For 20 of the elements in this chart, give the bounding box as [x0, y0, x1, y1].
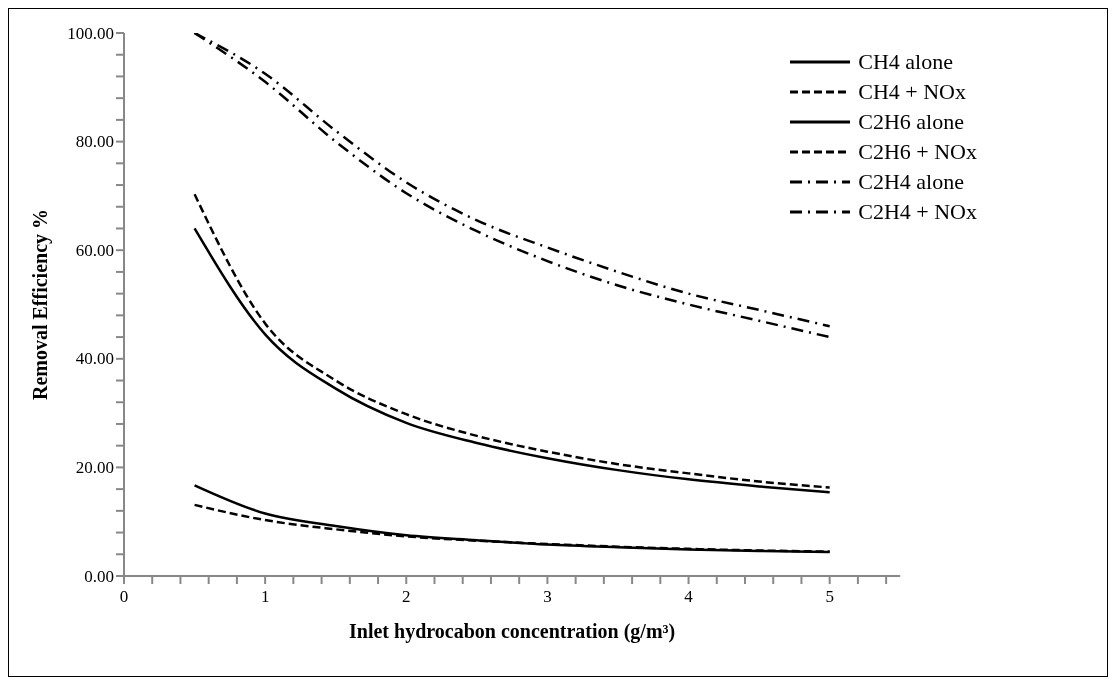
x-tick-label: 1	[260, 587, 270, 607]
y-tick-label: 80.00	[75, 132, 114, 152]
y-tick-label: 60.00	[75, 240, 114, 260]
y-tick-label: 100.00	[67, 23, 114, 43]
y-tick-label: 20.00	[75, 457, 114, 477]
y-axis-title: Removal Efficiency %	[29, 208, 52, 401]
x-tick-label: 4	[684, 587, 694, 607]
legend-label: C2H6 alone	[858, 108, 964, 136]
legend-label: CH4 + NOx	[858, 78, 966, 106]
x-axis-title: Inlet hydrocabon concentration (g/m³)	[349, 620, 676, 643]
y-tick-label: 0.00	[84, 566, 114, 586]
legend-label: C2H6 + NOx	[858, 138, 977, 166]
legend-label: C2H4 alone	[858, 168, 964, 196]
y-tick-label: 40.00	[75, 349, 114, 369]
x-tick-label: 2	[402, 587, 411, 607]
legend-label: CH4 alone	[858, 48, 953, 76]
x-tick-label: 0	[119, 587, 129, 607]
x-tick-label: 5	[825, 587, 834, 607]
x-tick-label: 3	[543, 587, 552, 607]
legend-label: C2H4 + NOx	[858, 198, 977, 226]
